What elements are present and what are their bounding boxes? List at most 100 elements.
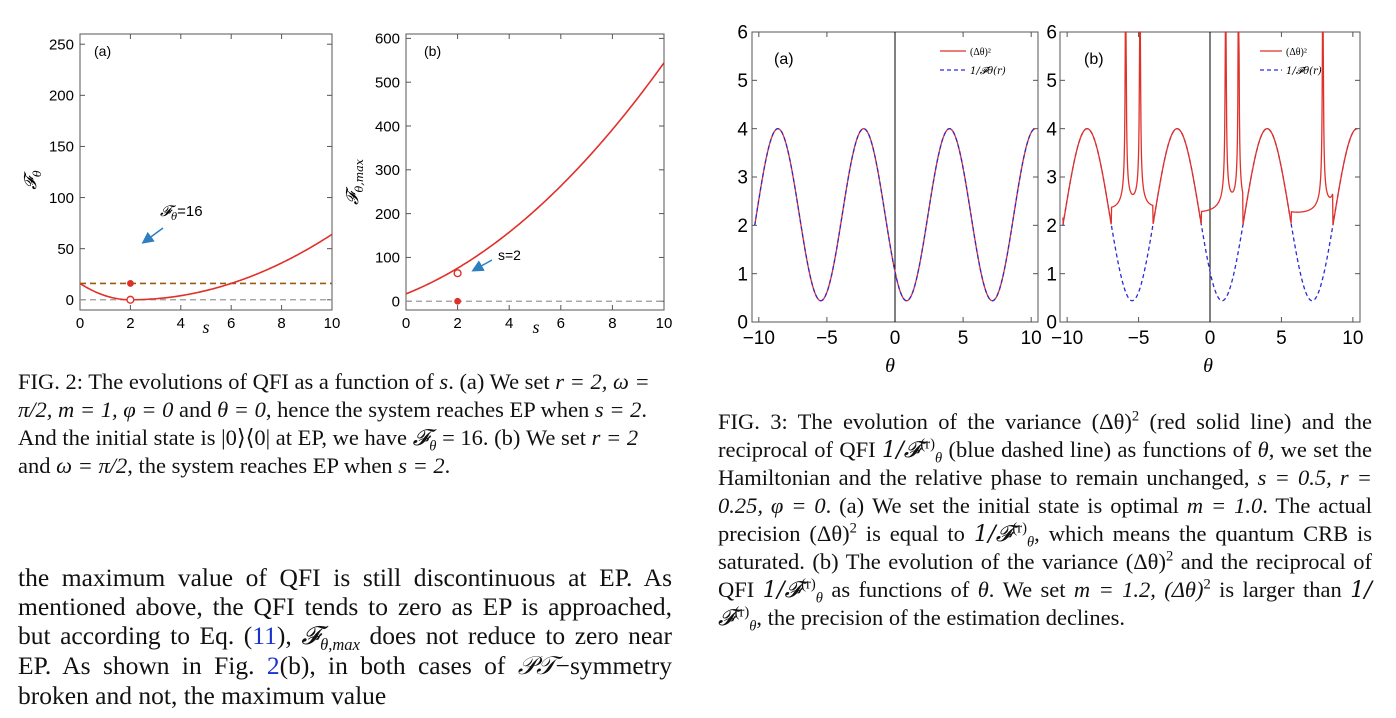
- fig2a-y-tick-label: 50: [57, 241, 74, 258]
- fig2-caption-text: and: [18, 453, 51, 478]
- fig3-caption-math: θ: [977, 577, 989, 602]
- fig3-caption-math: s = 0.5, r = 0.25, φ = 0: [718, 465, 1372, 518]
- fig3-caption-math: θ: [749, 618, 757, 635]
- fig2b-x-tick-label: 2: [453, 315, 461, 332]
- fig2b-marker-hollow: [453, 269, 462, 278]
- body-math: 𝓕: [301, 621, 321, 651]
- fig3-caption-math: (Δθ): [1091, 409, 1132, 434]
- fig2-caption-math: |0⟩⟨0|: [221, 425, 271, 450]
- fig3-caption-label: FIG. 3:: [718, 409, 788, 434]
- body-paragraph: the maximum value of QFI is still discon…: [18, 563, 672, 710]
- fig3-caption-text: and the reciprocal of QFI: [718, 549, 1373, 602]
- fig2b-y-tick-label: 500: [375, 74, 400, 91]
- fig2-caption-text: and: [178, 397, 212, 422]
- fig2b-x-tick-label: 10: [656, 315, 673, 332]
- fig2a-x-tick-label: 10: [324, 315, 341, 332]
- fig2-caption-math: r = 2, ω = π/2, m = 1, φ = 0: [18, 369, 650, 422]
- fig3-caption-math: 1/𝓕: [718, 577, 1372, 631]
- fig3a-xlabel: θ: [885, 355, 895, 377]
- fig3a-legend: (Δθ)² 1/𝓕θ(r): [940, 47, 1006, 77]
- fig3-caption-math: (r): [920, 436, 936, 453]
- fig3b-inverse-qfi-curve: [1062, 128, 1358, 302]
- fig3b-x-tick-label: −10: [1051, 328, 1083, 349]
- fig3b-x-tick-label: −5: [1128, 328, 1150, 349]
- fig2a-annotation-sub: θ: [171, 212, 177, 223]
- figure-reference-link[interactable]: 2: [266, 651, 280, 680]
- equation-reference-link[interactable]: 11: [252, 621, 277, 650]
- fig2-caption-label: FIG. 2:: [18, 369, 84, 394]
- fig2-caption-text: The evolutions of QFI as a function of: [88, 369, 434, 394]
- fig3b-legend-inverse-qfi: 1/𝓕θ(r): [1286, 66, 1322, 77]
- fig2b-y-tick-label: 600: [375, 31, 400, 48]
- fig3-caption-math: 2: [1165, 548, 1174, 565]
- fig2a-y-tick-label: 250: [49, 36, 74, 53]
- fig3a-svg: −10 −5 0 5 10 0 1 2 3 4 5 6 (a) (Δθ)² 1/𝓕θ(r) θ: [737, 23, 1042, 377]
- fig3b-panel-label: (b): [1084, 51, 1104, 68]
- fig2a-annotation-rest: =16: [177, 203, 202, 220]
- fig3-caption-math: (r): [801, 576, 816, 593]
- fig3-caption-math: 1/𝓕: [762, 577, 802, 603]
- fig3-caption-math: 1/𝓕: [881, 437, 921, 463]
- fig2b-frame: [405, 33, 665, 311]
- fig3b-y-tick-label: 5: [1046, 71, 1057, 92]
- fig2a-y-tick-label: 0: [66, 292, 74, 309]
- body-text: the maximum value of QFI is still discon…: [18, 563, 672, 650]
- fig2a-x-tick-label: 2: [126, 315, 134, 332]
- fig2-caption-math: θ: [429, 438, 437, 455]
- fig2-caption: FIG. 2: The evolutions of QFI as a funct…: [18, 368, 672, 480]
- fig3b-y-tick-label: 0: [1046, 313, 1057, 334]
- fig3-caption-text: The evolution of the variance: [797, 409, 1082, 434]
- fig3b-variance-curve: [1062, 31, 1358, 225]
- fig2b-y-tick-label: 300: [375, 162, 400, 179]
- fig2a-y-tick-label: 200: [49, 88, 74, 105]
- fig2b-y-tick-label: 100: [375, 250, 400, 267]
- fig2a-curve: [79, 233, 333, 301]
- fig3-caption-math: 2: [1131, 408, 1140, 425]
- fig3a-x-tick-label: 10: [1021, 328, 1042, 349]
- fig3a-y-tick-label: 3: [737, 168, 748, 189]
- fig3-caption-math: θ: [1026, 534, 1035, 551]
- fig2b-marker-filled: [454, 297, 461, 305]
- fig2a-arrow: [141, 227, 164, 244]
- fig2-caption-math: θ = 0: [217, 397, 266, 422]
- fig3a-legend-variance: (Δθ)²: [970, 47, 991, 58]
- fig3b-x-tick-label: 0: [1205, 328, 1216, 349]
- fig3a-x-tick-label: 5: [958, 328, 969, 349]
- fig2-caption-text: . And the initial state is: [18, 397, 647, 450]
- fig3-caption-text: , which means the quantum CRB is saturat…: [718, 521, 1373, 574]
- fig3a-y-tick-label: 1: [737, 264, 748, 285]
- fig2b-xlabel: s: [532, 317, 539, 337]
- body-text: does not reduce to zero near EP. As show…: [18, 621, 672, 680]
- fig3-caption-math: (Δθ): [1125, 549, 1166, 574]
- fig3a-y-tick-label: 6: [737, 23, 748, 44]
- fig3b-y-tick-label: 6: [1046, 23, 1057, 44]
- fig2b-x-tick-label: 4: [505, 315, 513, 332]
- fig2b-y-tick-label: 400: [375, 118, 400, 135]
- fig3-caption-math: θ: [935, 450, 943, 467]
- body-math: 𝒫𝒯: [517, 651, 556, 681]
- body-text: ),: [276, 621, 292, 650]
- fig3-caption-math: m = 1.2, (Δθ): [1073, 577, 1204, 602]
- fig2-caption-math: s: [439, 369, 449, 394]
- fig2b-y-tick-label: 0: [392, 293, 400, 310]
- fig2-caption-text: , the system reaches EP when: [127, 453, 393, 478]
- fig3b-y-tick-label: 4: [1046, 119, 1057, 140]
- fig2-caption-text: . (a) We set: [448, 369, 550, 394]
- fig3b-x-tick-label: 5: [1276, 328, 1287, 349]
- body-text: (b), in both cases of: [279, 651, 506, 680]
- fig2-caption-math: s = 2: [398, 453, 445, 478]
- fig2a-marker-filled: [127, 280, 134, 287]
- fig3b-xlabel: θ: [1203, 355, 1213, 377]
- fig3a-x-tick-label: −5: [816, 328, 838, 349]
- fig3-caption-math: (r): [734, 604, 750, 621]
- fig3a-y-tick-label: 2: [737, 216, 748, 237]
- fig3b-legend: (Δθ)² 1/𝓕θ(r): [1260, 47, 1322, 77]
- fig2-caption-math: ω = π/2: [56, 453, 128, 478]
- fig3a-x-tick-label: 0: [890, 328, 901, 349]
- fig3b-y-tick-label: 1: [1046, 264, 1057, 285]
- fig3a-panel-label: (a): [774, 51, 794, 68]
- fig3-caption-math: 1/𝓕: [973, 521, 1013, 547]
- fig3-caption-text: is larger than: [1219, 577, 1342, 602]
- fig2b-curve: [405, 62, 665, 295]
